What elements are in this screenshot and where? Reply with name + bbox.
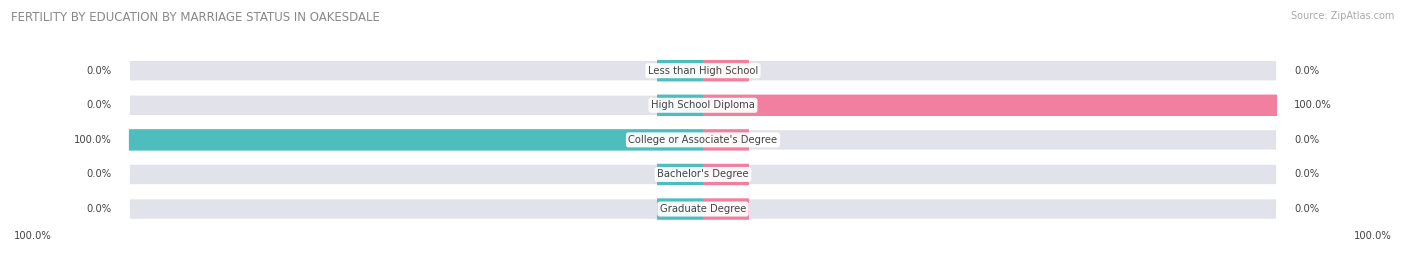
- FancyBboxPatch shape: [129, 60, 1277, 82]
- FancyBboxPatch shape: [129, 164, 1277, 185]
- Text: 100.0%: 100.0%: [1354, 231, 1392, 241]
- Text: 0.0%: 0.0%: [87, 204, 111, 214]
- Text: College or Associate's Degree: College or Associate's Degree: [628, 135, 778, 145]
- Text: 0.0%: 0.0%: [87, 100, 111, 110]
- FancyBboxPatch shape: [703, 95, 1277, 116]
- Text: 0.0%: 0.0%: [1295, 204, 1319, 214]
- FancyBboxPatch shape: [703, 198, 749, 220]
- Text: Bachelor's Degree: Bachelor's Degree: [657, 169, 749, 179]
- Text: 0.0%: 0.0%: [87, 169, 111, 179]
- Text: 100.0%: 100.0%: [14, 231, 52, 241]
- Text: Less than High School: Less than High School: [648, 66, 758, 76]
- FancyBboxPatch shape: [657, 198, 703, 220]
- FancyBboxPatch shape: [657, 60, 703, 82]
- Text: 0.0%: 0.0%: [1295, 135, 1319, 145]
- FancyBboxPatch shape: [703, 164, 749, 185]
- Text: 0.0%: 0.0%: [1295, 66, 1319, 76]
- FancyBboxPatch shape: [129, 198, 1277, 220]
- Text: High School Diploma: High School Diploma: [651, 100, 755, 110]
- FancyBboxPatch shape: [129, 95, 1277, 116]
- Text: 0.0%: 0.0%: [87, 66, 111, 76]
- Text: FERTILITY BY EDUCATION BY MARRIAGE STATUS IN OAKESDALE: FERTILITY BY EDUCATION BY MARRIAGE STATU…: [11, 11, 380, 24]
- FancyBboxPatch shape: [129, 129, 1277, 151]
- FancyBboxPatch shape: [657, 164, 703, 185]
- FancyBboxPatch shape: [129, 129, 703, 151]
- Text: Source: ZipAtlas.com: Source: ZipAtlas.com: [1291, 11, 1395, 21]
- Text: Graduate Degree: Graduate Degree: [659, 204, 747, 214]
- FancyBboxPatch shape: [657, 95, 703, 116]
- Text: 100.0%: 100.0%: [1295, 100, 1331, 110]
- Text: 0.0%: 0.0%: [1295, 169, 1319, 179]
- FancyBboxPatch shape: [703, 129, 749, 151]
- Text: 100.0%: 100.0%: [75, 135, 111, 145]
- FancyBboxPatch shape: [703, 60, 749, 82]
